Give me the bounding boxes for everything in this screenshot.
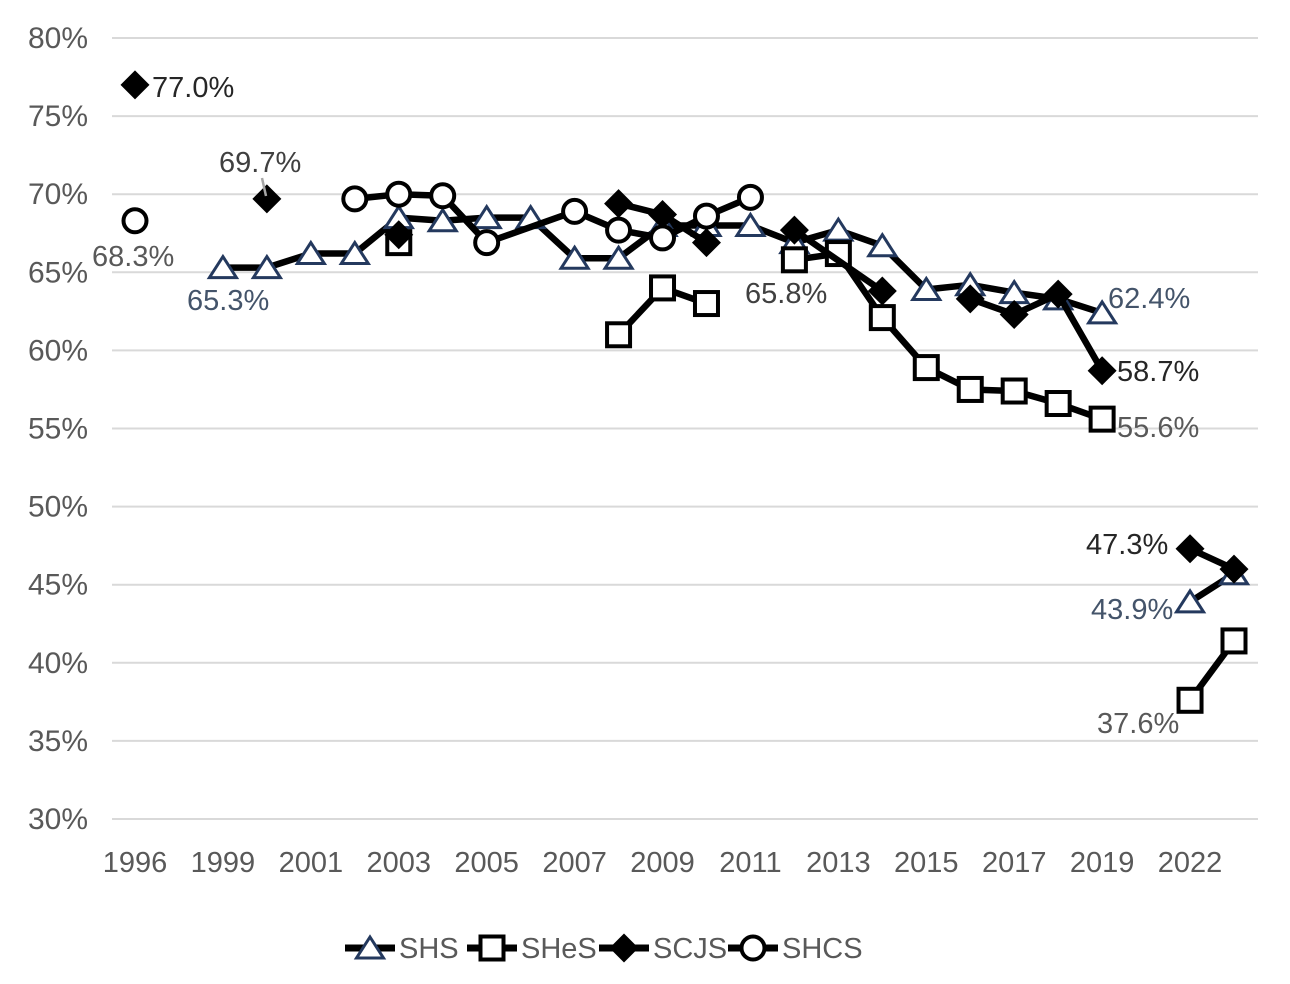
shs-triangle-marker xyxy=(426,206,459,233)
shs-triangle-marker xyxy=(910,275,943,301)
square-marker xyxy=(478,934,506,962)
square-marker xyxy=(1088,405,1116,433)
circle-marker xyxy=(649,224,677,252)
diamond-marker xyxy=(867,276,897,306)
label-leader-line xyxy=(260,177,268,197)
circle-marker xyxy=(692,202,720,230)
diamond-marker xyxy=(999,299,1029,329)
data-label: 58.7% xyxy=(1117,356,1199,388)
x-axis-tick-label: 2003 xyxy=(367,847,432,879)
data-label: 77.0% xyxy=(152,72,234,104)
shs-triangle-marker xyxy=(866,231,899,258)
circle-marker xyxy=(429,182,457,210)
diamond-marker xyxy=(120,70,150,100)
legend-label: SHeS xyxy=(521,933,597,965)
square-marker xyxy=(912,354,940,382)
x-axis-tick-label: 2015 xyxy=(894,847,959,879)
x-axis-tick-label: 1996 xyxy=(103,847,168,879)
legend-label: SCJS xyxy=(653,933,727,965)
y-axis-tick-label: 60% xyxy=(28,334,88,367)
circle-marker xyxy=(385,180,413,208)
x-axis-tick-label: 2017 xyxy=(982,847,1047,879)
data-label: 62.4% xyxy=(1108,283,1190,315)
diamond-marker xyxy=(691,228,721,258)
circle-marker xyxy=(736,183,764,211)
data-label: 65.3% xyxy=(187,285,269,317)
x-axis-tick-label: 2013 xyxy=(806,847,871,879)
diamond-marker xyxy=(252,184,282,214)
shs-triangle-marker xyxy=(470,203,503,230)
legend-label: SHCS xyxy=(782,933,863,965)
diamond-marker xyxy=(609,933,639,963)
shs-triangle-marker xyxy=(734,211,767,237)
legend-label: SHS xyxy=(399,933,459,965)
x-axis-tick-label: 2009 xyxy=(630,847,695,879)
x-axis-tick-label: 1999 xyxy=(191,847,256,879)
data-label: 69.7% xyxy=(219,147,301,179)
shs-triangle-marker xyxy=(1085,299,1119,325)
x-axis-tick-label: 2022 xyxy=(1158,847,1223,879)
x-axis-tick-label: 2019 xyxy=(1070,847,1135,879)
shs-triangle-marker xyxy=(250,253,284,280)
square-marker xyxy=(1220,627,1248,655)
diamond-marker xyxy=(1175,534,1205,564)
square-marker xyxy=(692,290,720,318)
diamond-marker xyxy=(1043,279,1073,309)
shs-triangle-marker xyxy=(206,253,240,280)
shs-triangle-marker xyxy=(558,244,591,270)
data-label: 37.6% xyxy=(1097,708,1179,740)
data-label: 65.8% xyxy=(745,278,827,310)
shs-triangle-marker xyxy=(1173,588,1207,614)
data-label: 68.3% xyxy=(92,241,174,273)
diamond-marker xyxy=(1219,554,1249,584)
y-axis-tick-label: 35% xyxy=(28,725,88,758)
shs-triangle-marker xyxy=(353,934,387,960)
square-marker xyxy=(956,375,984,403)
shs-triangle-marker xyxy=(294,239,328,266)
y-axis-tick-label: 75% xyxy=(28,100,88,133)
diamond-marker xyxy=(648,200,678,230)
circle-marker xyxy=(739,934,767,962)
y-axis-tick-label: 30% xyxy=(28,803,88,836)
diamond-marker xyxy=(779,215,809,245)
y-axis-tick-label: 70% xyxy=(28,178,88,211)
x-axis-tick-label: 2007 xyxy=(542,847,607,879)
circle-marker xyxy=(561,197,589,225)
data-label: 55.6% xyxy=(1117,412,1199,444)
x-axis-tick-label: 2005 xyxy=(454,847,519,879)
y-axis-tick-label: 40% xyxy=(28,647,88,680)
diamond-marker xyxy=(1087,356,1117,386)
y-axis-tick-label: 50% xyxy=(28,491,88,524)
shs-triangle-marker xyxy=(338,239,372,266)
data-label: 47.3% xyxy=(1086,529,1168,561)
square-marker xyxy=(649,274,677,302)
diamond-marker xyxy=(384,220,414,250)
square-marker xyxy=(1044,390,1072,418)
shs-triangle-marker xyxy=(602,244,635,270)
square-marker xyxy=(780,246,808,274)
circle-marker xyxy=(121,207,149,235)
series-line-scjs xyxy=(969,290,1105,373)
diamond-marker xyxy=(604,189,634,219)
diamond-marker xyxy=(955,284,985,314)
x-axis-tick-label: 2001 xyxy=(279,847,344,879)
circle-marker xyxy=(473,229,501,257)
square-marker xyxy=(1176,686,1204,714)
square-marker xyxy=(868,304,896,332)
y-axis-tick-label: 55% xyxy=(28,413,88,446)
square-marker xyxy=(1000,377,1028,405)
y-axis-tick-label: 80% xyxy=(28,22,88,55)
data-label: 43.9% xyxy=(1091,594,1173,626)
y-axis-tick-label: 65% xyxy=(28,256,88,289)
series-line-scjs xyxy=(792,227,885,294)
x-axis-tick-label: 2011 xyxy=(719,847,781,879)
y-axis-tick-label: 45% xyxy=(28,569,88,602)
square-marker xyxy=(605,321,633,349)
circle-marker xyxy=(605,216,633,244)
circle-marker xyxy=(341,185,369,213)
